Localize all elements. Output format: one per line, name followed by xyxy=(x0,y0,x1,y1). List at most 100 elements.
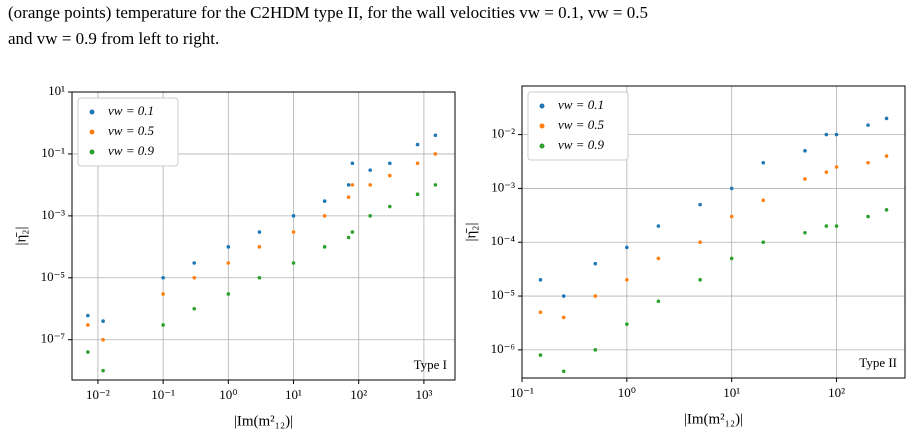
point xyxy=(625,245,629,250)
point xyxy=(866,160,870,165)
point xyxy=(433,133,438,138)
point xyxy=(433,152,438,156)
x-tick-label: 10⁰ xyxy=(219,387,237,402)
y-axis-label: |η̄₂| xyxy=(13,226,29,245)
x-tick-label: 10² xyxy=(350,387,367,402)
point xyxy=(192,261,197,265)
point xyxy=(656,256,661,261)
point xyxy=(824,170,829,175)
point xyxy=(561,294,566,298)
y-tick-label: 10⁻³ xyxy=(491,179,515,194)
point xyxy=(834,132,839,137)
point xyxy=(593,294,598,298)
point xyxy=(561,369,566,374)
point xyxy=(884,154,889,158)
caption-line: (orange points) temperature for the C2HD… xyxy=(8,3,648,22)
point xyxy=(866,214,870,219)
point xyxy=(803,149,807,153)
point xyxy=(834,224,839,228)
point xyxy=(884,208,889,212)
point xyxy=(226,292,231,296)
legend-label: vw = 0.1 xyxy=(108,103,154,118)
y-tick-label: 10⁻¹ xyxy=(41,145,65,160)
point xyxy=(803,177,807,181)
y-tick-label: 10⁻⁴ xyxy=(491,233,516,248)
point xyxy=(368,168,372,172)
y-tick-label: 10⁻⁶ xyxy=(491,341,515,356)
point xyxy=(761,160,766,165)
plot-frame xyxy=(71,91,456,381)
x-tick-label: 10¹ xyxy=(285,387,302,402)
point xyxy=(698,278,702,282)
annotation: Type I xyxy=(414,357,447,372)
point xyxy=(388,204,392,209)
x-axis-label: |Im(m²₁₂)| xyxy=(684,411,743,427)
point xyxy=(538,310,543,315)
point xyxy=(86,313,90,318)
legend-label: vw = 0.5 xyxy=(108,123,154,138)
point xyxy=(101,337,105,342)
point xyxy=(257,230,262,234)
y-tick-label: 10⁻⁵ xyxy=(41,269,65,284)
legend-marker xyxy=(539,103,545,109)
point xyxy=(388,161,392,166)
point xyxy=(593,348,598,352)
point xyxy=(761,198,766,203)
y-tick-label: 10⁻⁵ xyxy=(491,287,515,302)
point xyxy=(593,261,598,266)
x-tick-label: 10² xyxy=(828,385,845,400)
point xyxy=(834,165,839,169)
point xyxy=(368,214,372,218)
point xyxy=(86,323,90,327)
point xyxy=(656,299,661,304)
point xyxy=(884,116,889,121)
point xyxy=(161,323,165,327)
point xyxy=(257,245,262,249)
point xyxy=(824,224,829,228)
y-axis-label: |η̄₂| xyxy=(463,222,479,241)
plot-frame xyxy=(521,85,906,379)
legend-marker xyxy=(539,143,545,149)
legend-label: vw = 0.9 xyxy=(558,137,604,152)
point xyxy=(824,132,829,137)
point xyxy=(729,256,734,261)
point xyxy=(226,261,231,265)
x-tick-label: 10⁻¹ xyxy=(510,385,534,400)
point xyxy=(368,183,372,187)
point xyxy=(350,183,355,187)
point xyxy=(761,240,766,245)
point xyxy=(698,202,702,207)
point xyxy=(729,186,734,191)
legend-marker xyxy=(539,123,545,129)
x-axis-label: |Im(m²₁₂)| xyxy=(234,413,293,429)
point xyxy=(415,192,420,197)
point xyxy=(625,278,629,282)
y-tick-label: 10⁻² xyxy=(491,126,515,141)
point xyxy=(226,245,231,249)
point xyxy=(415,161,420,166)
point xyxy=(866,123,870,127)
point xyxy=(346,235,351,240)
legend-label: vw = 0.5 xyxy=(558,117,604,132)
point xyxy=(561,315,566,320)
point xyxy=(291,261,296,265)
legend-label: vw = 0.1 xyxy=(558,97,604,112)
point xyxy=(346,195,351,200)
x-tick-label: 10⁻¹ xyxy=(151,387,175,402)
point xyxy=(86,350,90,354)
legend-marker xyxy=(89,109,95,115)
point xyxy=(192,306,197,311)
point xyxy=(192,275,197,280)
point xyxy=(803,230,807,235)
point xyxy=(101,319,105,323)
annotation: Type II xyxy=(859,355,897,370)
point xyxy=(346,183,351,187)
point xyxy=(388,173,392,178)
point xyxy=(415,142,420,147)
point xyxy=(161,292,165,296)
point xyxy=(538,353,543,357)
point xyxy=(729,214,734,219)
x-tick-label: 10⁻² xyxy=(86,387,110,402)
point xyxy=(656,224,661,228)
